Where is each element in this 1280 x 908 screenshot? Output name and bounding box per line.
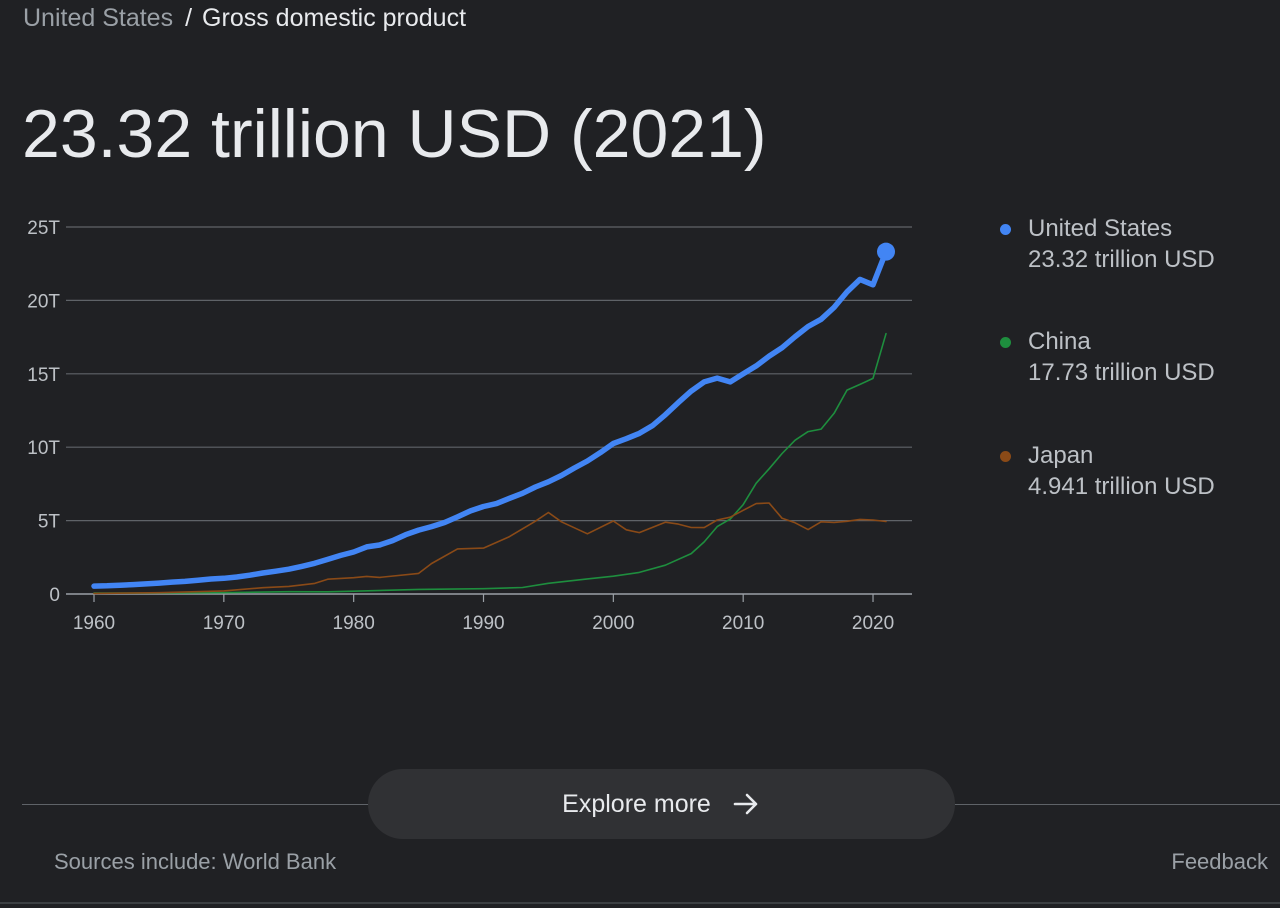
legend-dot-china <box>1000 337 1011 348</box>
chart-highlight <box>877 242 895 261</box>
x-tick-label: 1980 <box>333 613 375 634</box>
x-tick-label: 2020 <box>852 613 894 634</box>
breadcrumb-topic: Gross domestic product <box>202 4 467 32</box>
chart-y-tick-labels: 0 5T 10T 15T 20T 25T <box>27 218 60 606</box>
chart-gridlines <box>66 226 912 602</box>
gdp-line-chart[interactable]: 0 5T 10T 15T 20T 25T 1960 1970 1980 1990 2000 2010… <box>0 200 960 640</box>
series-line-china <box>93 332 887 594</box>
explore-more-label: Explore more <box>562 789 711 818</box>
legend-name-japan: Japan <box>1028 442 1094 469</box>
y-tick-label: 25T <box>27 218 60 239</box>
explore-more-button[interactable]: Explore more <box>368 769 955 839</box>
footer-divider-right <box>954 804 1280 805</box>
x-tick-label: 2010 <box>722 613 764 634</box>
legend-value-united-states: 23.32 trillion USD <box>1028 246 1215 273</box>
breadcrumb-separator: / <box>185 4 193 32</box>
series-line-japan <box>93 502 887 595</box>
legend-value-japan: 4.941 trillion USD <box>1028 473 1215 500</box>
sources-text: Sources include: World Bank <box>54 849 337 874</box>
headline-value: 23.32 trillion USD (2021) <box>22 96 767 172</box>
y-tick-label: 0 <box>49 585 60 606</box>
footer-divider-left <box>22 804 370 805</box>
chart-series <box>91 248 889 595</box>
feedback-link[interactable]: Feedback <box>1171 849 1268 874</box>
breadcrumb-country-link[interactable]: United States <box>23 4 174 32</box>
legend-name-united-states: United States <box>1028 215 1173 242</box>
bottom-border <box>0 902 1280 904</box>
legend-dot-united-states <box>1000 224 1011 235</box>
y-tick-label: 20T <box>27 291 60 312</box>
breadcrumb: United States / Gross domestic product <box>23 2 466 34</box>
x-tick-label: 2000 <box>592 613 634 634</box>
y-tick-label: 15T <box>27 365 60 386</box>
chart-x-tick-labels: 1960 1970 1980 1990 2000 2010 2020 <box>73 613 894 634</box>
legend-value-china: 17.73 trillion USD <box>1028 359 1215 386</box>
highlight-point <box>877 242 895 261</box>
y-tick-label: 10T <box>27 438 60 459</box>
y-tick-label: 5T <box>38 512 61 533</box>
series-line-united-states <box>91 248 889 589</box>
x-tick-label: 1970 <box>203 613 245 634</box>
x-tick-label: 1990 <box>462 613 504 634</box>
legend-dot-japan <box>1000 451 1011 462</box>
arrow-right-icon <box>733 793 758 815</box>
x-tick-label: 1960 <box>73 613 115 634</box>
legend-name-china: China <box>1028 328 1091 355</box>
